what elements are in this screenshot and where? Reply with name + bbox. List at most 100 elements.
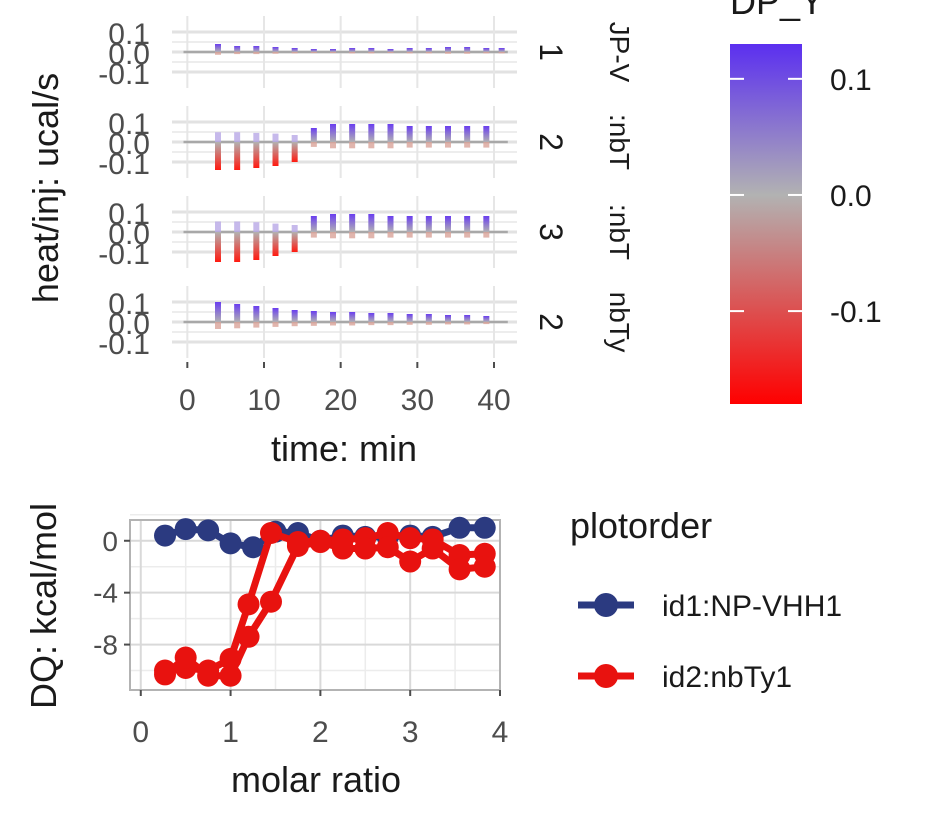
legend-entry-np-vhh1: id1:NP-VHH1	[578, 590, 842, 623]
data-point	[331, 537, 354, 560]
injection-peak	[215, 302, 221, 322]
injection-peak	[483, 48, 490, 52]
injection-peak	[464, 47, 471, 52]
injection-undershoot	[368, 322, 375, 326]
facet-2: 0.10.0-0.1 2:nbT	[98, 106, 635, 181]
injection-undershoot	[425, 322, 432, 325]
isotherm-panel-border	[129, 519, 501, 691]
facet-strip-label: 1	[533, 43, 569, 61]
injection-peak	[291, 232, 298, 252]
injection-peak	[272, 142, 279, 166]
facet-4: 0.10.0-0.1 2 nbTy	[98, 286, 635, 361]
injection-undershoot	[368, 142, 375, 149]
injection-undershoot	[445, 322, 451, 325]
data-point	[174, 646, 197, 669]
isotherm-y-tick-label: 0	[102, 526, 118, 557]
data-point	[448, 558, 471, 581]
injection-undershoot	[272, 52, 279, 54]
data-point	[354, 537, 377, 560]
injection-peak	[234, 304, 241, 322]
injection-peak	[215, 232, 221, 262]
facet-1: 0.10.0-0.1 1 JP-V	[98, 16, 635, 91]
injection-peak	[425, 48, 432, 52]
legend-title: plotorder	[570, 505, 712, 546]
facet-y-tick-label: 0.1	[108, 198, 150, 231]
injection-undershoot	[253, 132, 260, 142]
isotherm-x-tick-label: 4	[492, 716, 509, 749]
isotherm-y-axis-label: DQ: kcal/mol	[23, 503, 64, 709]
data-point	[448, 516, 471, 539]
injection-peak	[425, 216, 432, 232]
injection-undershoot	[349, 52, 356, 54]
facet-y-tick-label: -0.1	[98, 148, 150, 181]
injection-undershoot	[291, 225, 298, 232]
injection-peak	[253, 142, 260, 168]
injection-undershoot	[483, 52, 490, 54]
injection-peak	[215, 142, 221, 170]
injection-undershoot	[368, 52, 375, 54]
injection-undershoot	[368, 232, 375, 239]
facet-y-tick-label: 0.0	[108, 38, 150, 71]
injection-peak	[406, 216, 413, 232]
injection-peak	[445, 216, 451, 232]
thermogram-x-tick-label: 10	[247, 384, 280, 417]
injection-undershoot	[310, 52, 317, 54]
injection-undershoot	[330, 322, 336, 326]
series-2	[154, 521, 496, 687]
injection-peak	[330, 49, 336, 52]
injection-undershoot	[445, 232, 451, 238]
injection-peak	[483, 216, 490, 232]
thermogram-panel: 0.10.0-0.11 JP-V0.10.0-0.12:nbT0.10.0-0.1…	[98, 16, 635, 361]
injection-undershoot	[234, 221, 241, 232]
injection-undershoot	[253, 322, 260, 328]
colorbar-tick-label: -0.1	[830, 296, 882, 329]
data-point	[197, 664, 220, 687]
injection-undershoot	[291, 322, 298, 327]
injection-undershoot	[387, 142, 394, 149]
facet-y-tick-label: 0.1	[108, 108, 150, 141]
injection-undershoot	[349, 322, 356, 326]
injection-peak	[425, 126, 432, 142]
facet-y-tick-label: -0.1	[98, 58, 150, 91]
injection-undershoot	[445, 52, 451, 54]
facet-strip-label: 3	[533, 223, 569, 241]
facet-y-tick-label: 0.0	[108, 308, 150, 341]
isotherm-y-tick-label: -4	[93, 578, 118, 609]
injection-undershoot	[291, 52, 298, 54]
injection-undershoot	[310, 232, 317, 238]
injection-peak	[310, 216, 317, 232]
injection-peak	[406, 48, 413, 52]
data-point	[219, 532, 242, 555]
injection-peak	[464, 216, 471, 232]
data-point	[154, 663, 177, 686]
legend-entry-nbty1: id2:nbTy1	[578, 661, 792, 694]
colorbar-tick-label: 0.0	[830, 180, 872, 213]
injection-peak	[272, 308, 279, 322]
injection-peak	[387, 216, 394, 232]
injection-peak	[330, 312, 336, 322]
injection-undershoot	[272, 133, 279, 142]
thermogram-x-axis-label: time: min	[271, 428, 417, 469]
injection-peak	[445, 126, 451, 142]
injection-peak	[310, 311, 317, 322]
data-point	[259, 521, 282, 544]
injection-peak	[445, 315, 451, 322]
legend-label-nbty1: id2:nbTy1	[662, 661, 792, 694]
injection-peak	[368, 313, 375, 322]
injection-undershoot	[387, 322, 394, 326]
data-point	[237, 593, 260, 616]
injection-undershoot	[330, 142, 336, 149]
thermogram-x-tick-label: 40	[477, 384, 510, 417]
data-point	[376, 536, 399, 559]
injection-peak	[483, 316, 490, 322]
data-point	[399, 527, 422, 550]
injection-undershoot	[215, 221, 221, 232]
injection-undershoot	[272, 322, 279, 327]
colorbar-tick-label: 0.1	[830, 64, 872, 97]
series-line	[162, 538, 486, 680]
injection-peak	[368, 124, 375, 142]
injection-peak	[498, 48, 505, 52]
injection-peak	[215, 44, 221, 52]
isotherm-x-tick-label: 1	[222, 716, 239, 749]
